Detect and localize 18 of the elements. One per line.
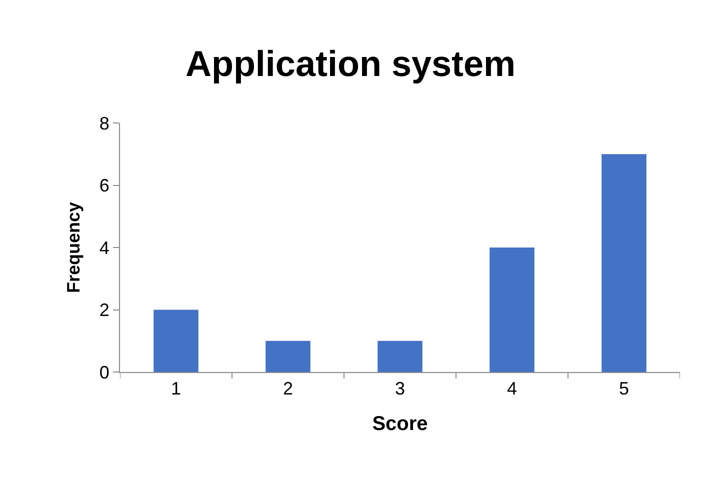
bar [266, 340, 310, 372]
x-tick-label: 3 [394, 378, 406, 399]
bar [378, 340, 422, 372]
bar [602, 154, 646, 372]
y-tick-label: 4 [99, 238, 110, 258]
bar [154, 310, 198, 372]
y-axis-title: Frequency [64, 202, 84, 294]
x-axis-title: Score [372, 413, 428, 436]
chart-title: Application system [185, 42, 516, 84]
x-tick-label: 1 [170, 378, 182, 399]
x-tick-label: 5 [618, 378, 630, 399]
x-tick-label: 4 [506, 378, 518, 399]
bar [490, 248, 534, 372]
y-tick-label: 2 [99, 300, 110, 320]
y-tick-label: 8 [99, 113, 110, 134]
x-tick-label: 2 [282, 378, 294, 399]
y-tick-label: 0 [99, 362, 110, 382]
y-tick-label: 6 [99, 176, 110, 196]
